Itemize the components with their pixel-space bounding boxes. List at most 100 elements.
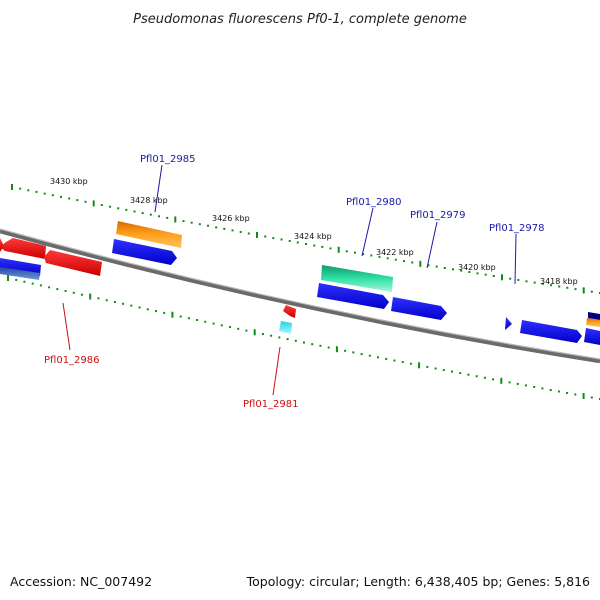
- gene-label-leaders: [62, 164, 517, 396]
- scale-minor-tick: [179, 315, 182, 318]
- scale-minor-tick: [155, 310, 157, 313]
- scale-minor-tick: [378, 255, 381, 258]
- gene-arrow[interactable]: [0, 238, 4, 252]
- gene-label-forward[interactable]: Pfl01_2985: [140, 154, 196, 165]
- scale-minor-tick: [401, 361, 404, 364]
- kbp-label: 3424 kbp: [294, 232, 332, 241]
- scale-major-tick: [171, 311, 174, 318]
- scale-minor-tick: [223, 227, 226, 230]
- kbp-label: 3430 kbp: [50, 177, 88, 186]
- scale-minor-tick: [305, 243, 307, 245]
- scale-minor-tick: [212, 322, 215, 325]
- gene-arrow[interactable]: [588, 312, 600, 320]
- kbp-label: 3418 kbp: [540, 277, 578, 286]
- scale-minor-tick: [245, 329, 248, 332]
- kbp-label: 3426 kbp: [212, 214, 250, 223]
- gene-arrow[interactable]: [44, 250, 102, 276]
- leader-line: [272, 346, 281, 396]
- scale-minor-tick: [516, 382, 519, 385]
- scale-minor-tick: [475, 375, 478, 378]
- gene-arrow[interactable]: [584, 328, 600, 345]
- scale-minor-tick: [393, 359, 396, 362]
- gene-arrow[interactable]: [0, 238, 46, 259]
- gene-label-reverse[interactable]: Pfl01_2981: [243, 399, 299, 410]
- gene-arrow[interactable]: [520, 320, 582, 343]
- scale-minor-tick: [319, 344, 322, 347]
- gene-arrow[interactable]: [283, 305, 296, 318]
- scale-minor-tick: [426, 365, 429, 368]
- scale-minor-tick: [56, 288, 59, 291]
- scale-minor-tick: [434, 367, 437, 370]
- scale-minor-tick: [443, 267, 446, 269]
- scale-minor-tick: [354, 251, 356, 254]
- scale-minor-tick: [113, 301, 116, 303]
- scale-minor-tick: [247, 232, 250, 235]
- scale-minor-tick: [97, 297, 100, 300]
- scale-minor-tick: [125, 208, 128, 211]
- gene-arrow[interactable]: [112, 239, 177, 265]
- scale-minor-tick: [288, 240, 291, 242]
- scale-minor-tick: [31, 282, 34, 285]
- scale-minor-tick: [72, 291, 75, 294]
- gene-label-forward[interactable]: Pfl01_2979: [410, 210, 466, 221]
- scale-minor-tick: [484, 273, 487, 276]
- scale-minor-tick: [130, 304, 133, 307]
- scale-major-tick: [11, 184, 13, 190]
- gene-arrow[interactable]: [391, 297, 447, 320]
- scale-minor-tick: [313, 244, 316, 247]
- scale-minor-tick: [541, 282, 544, 285]
- scale-minor-tick: [344, 349, 347, 352]
- scale-minor-tick: [590, 396, 593, 399]
- scale-minor-tick: [76, 199, 79, 202]
- gene-arrow[interactable]: [279, 321, 292, 334]
- kbp-label: 3420 kbp: [458, 263, 496, 272]
- scale-minor-tick: [270, 334, 273, 337]
- scale-minor-tick: [492, 275, 495, 277]
- scale-major-tick: [335, 346, 338, 353]
- gene-arrow[interactable]: [116, 221, 182, 248]
- genome-summary-text: Topology: circular; Length: 6,438,405 bp…: [246, 574, 590, 589]
- gene-arrow[interactable]: [505, 317, 512, 330]
- leader-line: [154, 164, 163, 213]
- scale-minor-tick: [68, 197, 71, 200]
- gene-arrow[interactable]: [317, 283, 389, 309]
- scale-minor-tick: [525, 280, 528, 283]
- scale-minor-tick: [149, 213, 152, 216]
- scale-minor-tick: [360, 353, 363, 356]
- gene-arrow[interactable]: [0, 267, 40, 280]
- scale-major-tick: [419, 260, 422, 267]
- scale-minor-tick: [403, 260, 405, 263]
- scale-minor-tick: [190, 221, 193, 224]
- genome-backbone: [0, 228, 600, 364]
- scale-minor-tick: [264, 235, 267, 238]
- kbp-label: 3422 kbp: [376, 248, 414, 257]
- scale-minor-tick: [187, 317, 190, 320]
- scale-minor-tick: [452, 268, 454, 271]
- scale-major-tick: [92, 200, 95, 207]
- gene-arrow[interactable]: [586, 318, 600, 327]
- scale-minor-tick: [492, 378, 495, 381]
- scale-minor-tick: [451, 370, 453, 373]
- scale-minor-tick: [27, 189, 30, 192]
- scale-minor-tick: [508, 381, 511, 384]
- scale-minor-tick: [48, 286, 51, 289]
- gene-label-reverse[interactable]: Pfl01_2986: [44, 355, 100, 366]
- scale-minor-tick: [100, 204, 103, 206]
- scale-minor-tick: [19, 187, 22, 190]
- scale-minor-tick: [138, 306, 141, 309]
- gene-label-forward[interactable]: Pfl01_2980: [346, 197, 402, 208]
- scale-minor-tick: [35, 190, 38, 193]
- gene-labels: Pfl01_2985 Pfl01_2980 Pfl01_2979 Pfl01_2…: [44, 154, 545, 410]
- scale-minor-tick: [377, 356, 379, 359]
- scale-major-tick: [500, 377, 503, 384]
- scale-minor-tick: [109, 205, 111, 208]
- scale-minor-tick: [239, 231, 242, 233]
- scale-major-tick: [89, 293, 92, 300]
- accession-text: Accession: NC_007492: [10, 574, 152, 589]
- gene-arrow[interactable]: [321, 265, 393, 292]
- scale-minor-tick: [163, 311, 166, 314]
- scale-major-tick: [582, 287, 585, 294]
- gene-label-forward[interactable]: Pfl01_2978: [489, 223, 545, 234]
- scale-minor-tick: [231, 229, 234, 232]
